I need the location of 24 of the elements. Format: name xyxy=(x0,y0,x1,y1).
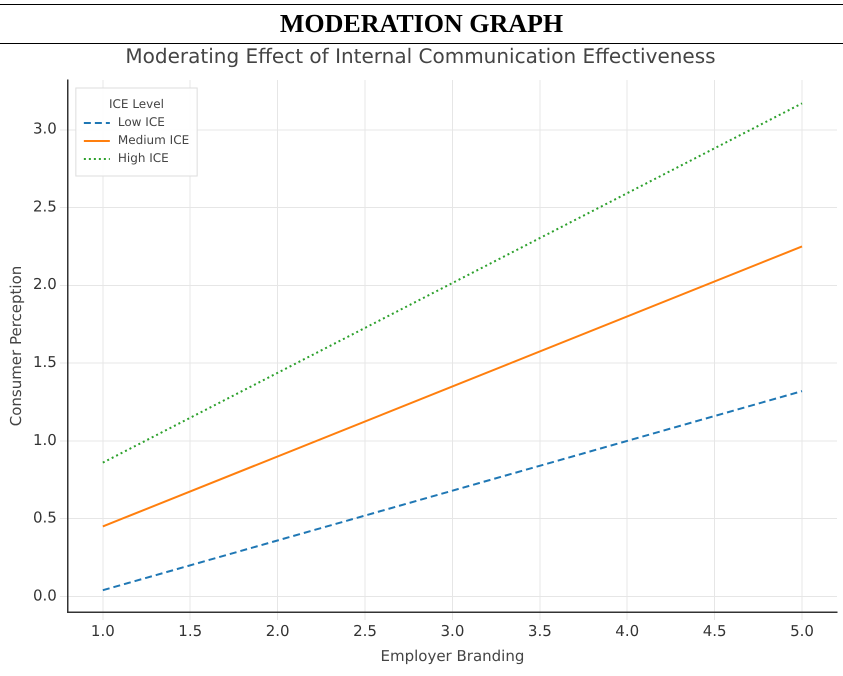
x-tick-label: 3.0 xyxy=(440,622,464,640)
legend-label: Low ICE xyxy=(118,115,165,130)
y-tick-label: 2.0 xyxy=(32,275,57,294)
x-tick-label: 2.0 xyxy=(266,622,290,640)
y-tick-label: 1.5 xyxy=(32,353,57,371)
x-tick-label: 4.0 xyxy=(615,622,640,640)
x-tick-label: 2.5 xyxy=(353,622,377,640)
x-tick-label: 3.5 xyxy=(528,622,552,640)
legend-label: Medium ICE xyxy=(118,133,190,148)
chart-title: MODERATION GRAPH xyxy=(0,4,843,44)
y-tick-label: 1.0 xyxy=(32,430,57,449)
chart-subtitle: Moderating Effect of Internal Communication Effectiveness xyxy=(125,44,716,68)
y-tick-label: 3.0 xyxy=(32,120,57,138)
x-axis-title: Employer Branding xyxy=(380,646,524,665)
x-tick-label: 1.0 xyxy=(90,622,115,640)
y-tick-label: 0.0 xyxy=(32,586,57,604)
x-tick-label: 1.5 xyxy=(178,622,202,640)
y-axis-title: Consumer Perception xyxy=(6,266,25,426)
legend-label: High ICE xyxy=(118,151,169,166)
legend-title: ICE Level xyxy=(109,97,164,112)
y-tick-label: 2.5 xyxy=(32,197,57,216)
y-tick-label: 0.5 xyxy=(32,508,57,527)
x-tick-label: 5.0 xyxy=(790,622,814,640)
x-tick-label: 4.5 xyxy=(702,622,727,640)
